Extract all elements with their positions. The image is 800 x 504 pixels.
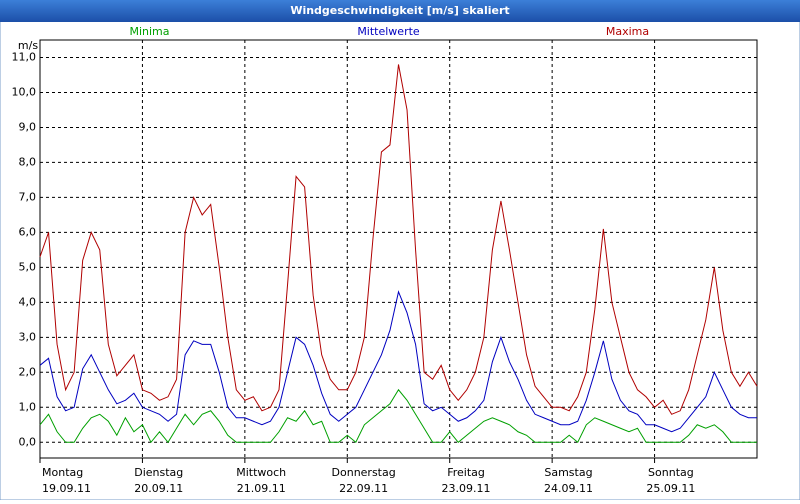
x-tick-label: Donnerstag bbox=[332, 466, 396, 479]
y-tick-label: 1,0 bbox=[19, 400, 37, 413]
y-tick-label: 9,0 bbox=[19, 120, 37, 133]
x-tick-date: 21.09.11 bbox=[237, 482, 286, 495]
x-tick-date: 24.09.11 bbox=[544, 482, 593, 495]
x-tick-label: Dienstag bbox=[134, 466, 183, 479]
x-tick-date: 20.09.11 bbox=[134, 482, 183, 495]
x-tick-label: Montag bbox=[42, 466, 83, 479]
y-tick-label: 10,0 bbox=[12, 85, 37, 98]
x-tick-date: 19.09.11 bbox=[42, 482, 91, 495]
y-tick-label: 3,0 bbox=[19, 330, 37, 343]
y-tick-label: 0,0 bbox=[19, 435, 37, 448]
y-tick-label: 4,0 bbox=[19, 295, 37, 308]
x-tick-label: Samstag bbox=[544, 466, 592, 479]
y-tick-label: 8,0 bbox=[19, 155, 37, 168]
plot-area bbox=[39, 39, 758, 459]
series-line bbox=[39, 290, 757, 433]
y-tick-label: 5,0 bbox=[19, 260, 37, 273]
x-tick-label: Freitag bbox=[447, 466, 485, 479]
legend-entry: Minima bbox=[129, 25, 169, 38]
x-tick-label: Sonntag bbox=[648, 466, 694, 479]
x-tick-date: 22.09.11 bbox=[339, 482, 388, 495]
legend-entry: Maxima bbox=[606, 25, 649, 38]
y-tick-label: 7,0 bbox=[19, 190, 37, 203]
x-tick-date: 23.09.11 bbox=[442, 482, 491, 495]
y-unit: m/s bbox=[18, 39, 38, 52]
y-tick-label: 2,0 bbox=[19, 365, 37, 378]
y-tick-label: 11,0 bbox=[12, 50, 37, 63]
x-tick-label: Mittwoch bbox=[236, 466, 286, 479]
chart-title: Windgeschwindigkeit [m/s] skaliert bbox=[290, 4, 509, 17]
title-bar bbox=[0, 0, 800, 22]
series-line bbox=[39, 388, 757, 444]
series-line bbox=[39, 64, 758, 415]
y-tick-label: 6,0 bbox=[19, 225, 37, 238]
legend-entry: Mittelwerte bbox=[357, 25, 420, 38]
x-tick-date: 25.09.11 bbox=[646, 482, 695, 495]
